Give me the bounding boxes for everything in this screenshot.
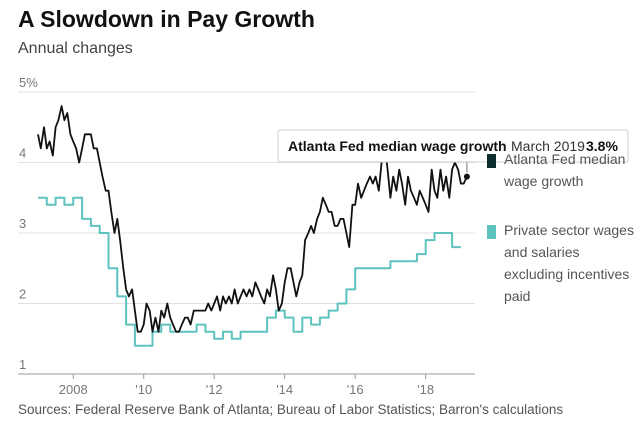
y-tick-label: 5%	[19, 75, 38, 90]
series-line-private-sector	[38, 196, 461, 347]
legend-label: and salaries	[504, 244, 580, 260]
tooltip: Atlanta Fed median wage growth March 2019…	[277, 129, 629, 173]
y-tick-label: 4	[19, 146, 26, 161]
legend-swatch	[487, 225, 496, 239]
legend-label: excluding incentives	[504, 266, 629, 282]
tooltip-date: March 2019	[511, 138, 585, 154]
line-chart: 1 2 3 4 5% 2008 '10 '12 '14 '16 '18 Atlanta Fed med…	[18, 75, 634, 397]
x-tick-label: '18	[417, 382, 434, 397]
chart-title: A Slowdown in Pay Growth	[18, 6, 315, 32]
tooltip-box	[277, 129, 629, 163]
x-tick-label: '16	[347, 382, 364, 397]
legend-label: Atlanta Fed median	[504, 151, 625, 167]
x-tick-label: '10	[135, 382, 152, 397]
tooltip-series: Atlanta Fed median wage growth	[288, 138, 507, 154]
tooltip-value: 3.8%	[586, 138, 618, 154]
legend-label: paid	[504, 288, 530, 304]
legend-label: Private sector wages	[504, 222, 634, 238]
highlight-point	[463, 173, 470, 180]
legend-swatch	[487, 154, 496, 168]
chart-subtitle: Annual changes	[18, 40, 133, 57]
legend-label: wage growth	[503, 173, 583, 189]
x-tick-label: 2008	[59, 382, 88, 397]
y-tick-label: 1	[19, 357, 26, 372]
x-tick-label: '12	[206, 382, 223, 397]
x-tick-label: '14	[276, 382, 293, 397]
source-note: Sources: Federal Reserve Bank of Atlanta…	[18, 402, 564, 417]
series-line-atlanta-fed	[37, 105, 468, 333]
y-tick-label: 2	[19, 287, 26, 302]
y-tick-label: 3	[19, 216, 26, 231]
